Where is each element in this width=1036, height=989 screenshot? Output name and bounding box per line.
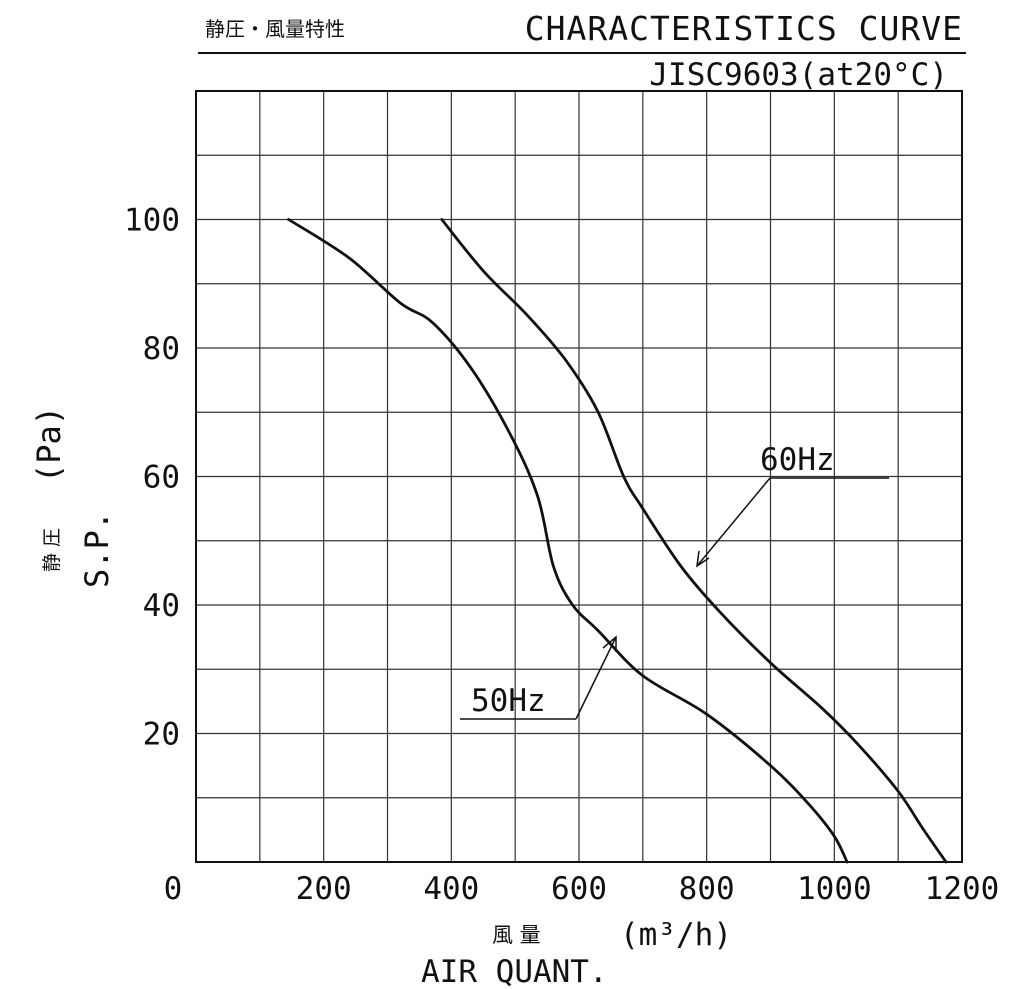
y-tick-label: 20	[143, 717, 180, 753]
series-line-60hz	[440, 218, 948, 864]
x-tick-label: 600	[551, 871, 607, 907]
x-tick-label: 800	[679, 871, 735, 907]
y-axis-title-en: S.P.	[78, 511, 116, 588]
x-tick-label: 200	[296, 871, 352, 907]
y-axis-unit: (Pa)	[30, 406, 68, 483]
arrow-50hz-icon	[575, 636, 617, 720]
x-axis-unit: (m³/h)	[620, 917, 732, 953]
x-axis-title-jp: 風 量	[492, 923, 541, 947]
series-line-50hz	[287, 218, 849, 864]
label-60hz: 60Hz	[760, 442, 835, 478]
origin-label: 0	[164, 871, 183, 907]
x-axis-title-en: AIR QUANT.	[421, 954, 608, 989]
arrow-60hz-icon	[696, 477, 771, 567]
x-tick-label: 1200	[925, 871, 1000, 907]
grid	[196, 91, 962, 862]
y-tick-label: 80	[143, 331, 180, 367]
y-tick-label: 60	[143, 460, 180, 496]
standard-label: JISC9603(at20°C)	[649, 57, 948, 93]
series-lines	[287, 218, 948, 864]
y-tick-label: 100	[124, 203, 180, 239]
label-50hz: 50Hz	[471, 683, 546, 719]
chart-title: CHARACTERISTICS CURVE	[525, 9, 963, 48]
arrowhead-60hz-icon	[696, 550, 710, 568]
plot-frame	[195, 90, 963, 863]
y-axis-title-jp: 静 圧	[41, 528, 63, 572]
tick-labels: 200 400 600 800 1000 1200 20 40 60 80 100	[124, 203, 999, 908]
arrowhead-50hz-icon	[602, 635, 617, 652]
y-tick-label: 40	[143, 588, 180, 624]
x-tick-label: 1000	[797, 871, 872, 907]
jp-title: 静圧・風量特性	[205, 17, 345, 41]
x-tick-label: 400	[423, 871, 479, 907]
